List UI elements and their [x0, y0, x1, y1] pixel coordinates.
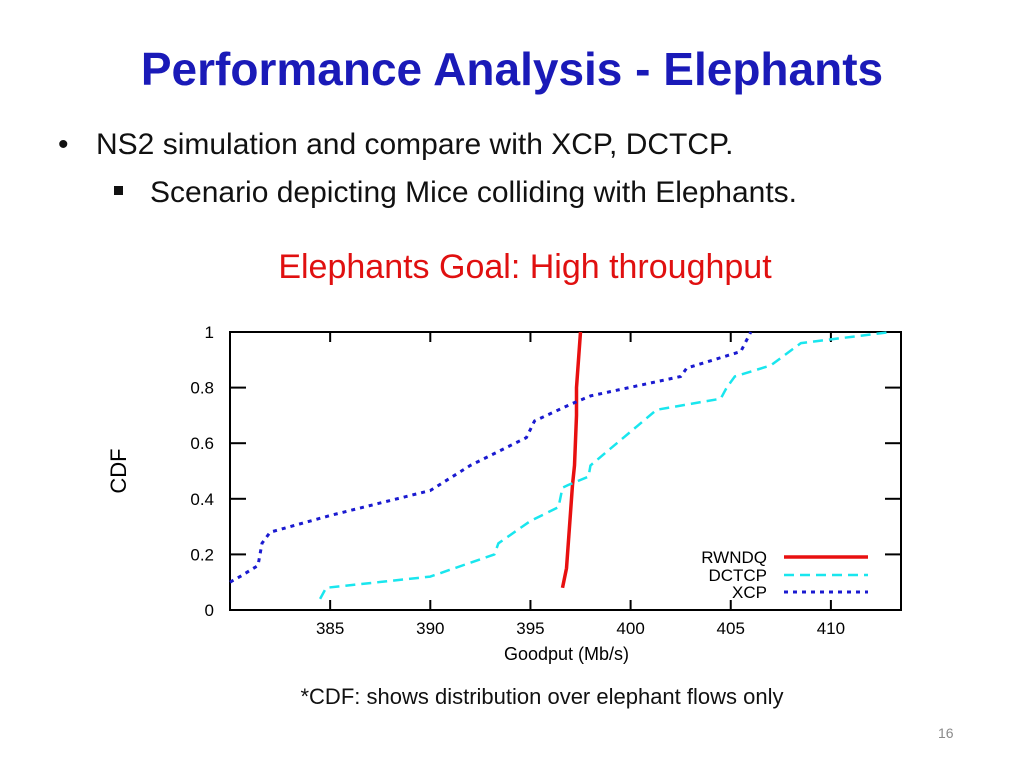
goal-heading: Elephants Goal: High throughput — [278, 248, 772, 286]
series-line-dctcp — [319, 330, 892, 600]
square-bullet-icon — [114, 185, 123, 195]
x-tick-label: 395 — [516, 619, 544, 638]
y-tick-label: 0.4 — [190, 490, 214, 509]
bullet-item: • NS2 simulation and compare with XCP, DC… — [58, 128, 734, 162]
sub-bullet-text: Scenario depicting Mice colliding with E… — [150, 176, 798, 209]
x-axis-label: Goodput (Mb/s) — [504, 644, 629, 664]
legend-label-dctcp: DCTCP — [708, 566, 767, 585]
plot-frame — [229, 331, 902, 611]
x-tick-label: 385 — [316, 619, 344, 638]
y-tick-label: 0 — [205, 601, 214, 620]
x-tick-label: 390 — [416, 619, 444, 638]
bullet-dot-icon: • — [58, 128, 69, 161]
legend-label-xcp: XCP — [732, 583, 767, 602]
y-tick-label: 0.6 — [190, 434, 214, 453]
page-number: 16 — [938, 725, 954, 741]
series-line-xcp — [229, 331, 753, 584]
y-tick-label: 0.2 — [190, 545, 214, 564]
legend-label-rwndq: RWNDQ — [701, 548, 767, 567]
footnote: *CDF: shows distribution over elephant f… — [300, 684, 784, 709]
bullet-text: NS2 simulation and compare with XCP, DCT… — [96, 128, 734, 161]
x-tick-label: 410 — [817, 619, 845, 638]
y-axis-label: CDF — [106, 448, 131, 493]
sub-bullet-item: Scenario depicting Mice colliding with E… — [114, 176, 797, 210]
x-tick-label: 405 — [717, 619, 745, 638]
slide-title: Performance Analysis - Elephants — [140, 43, 884, 95]
y-tick-label: 0.8 — [190, 379, 214, 398]
series-line-rwndq — [560, 331, 583, 589]
y-tick-label: 1 — [205, 323, 214, 342]
x-tick-label: 400 — [616, 619, 644, 638]
